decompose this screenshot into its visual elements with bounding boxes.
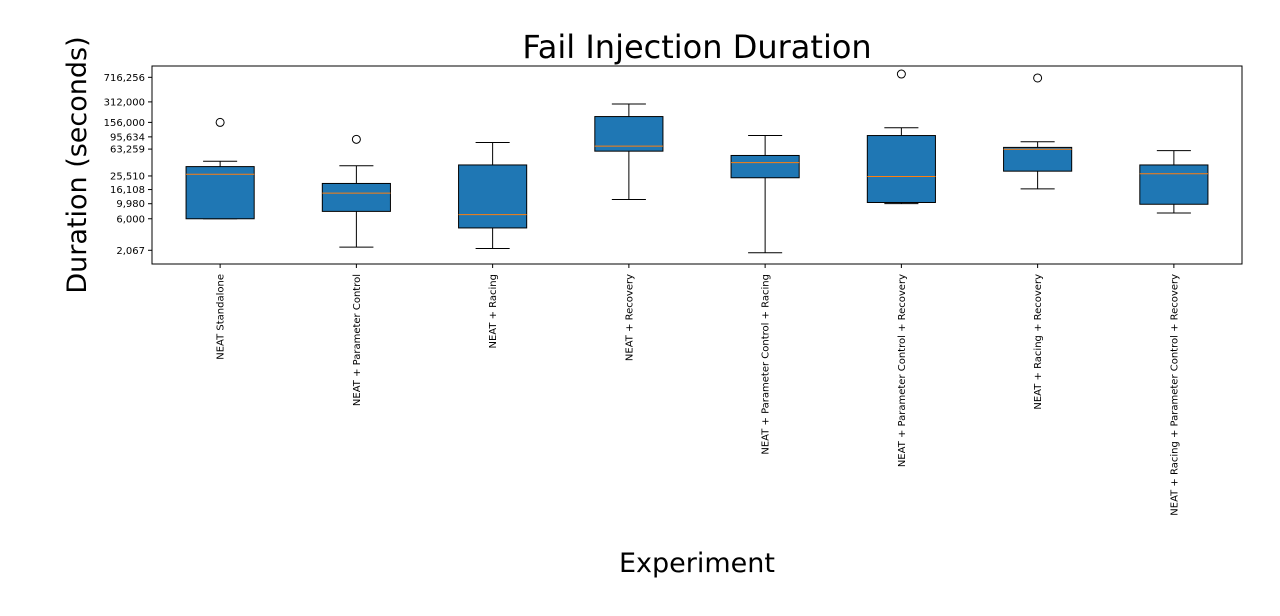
outlier-point xyxy=(896,69,906,79)
x-axis: NEAT Standalone NEAT + Parameter Control N… xyxy=(216,264,1180,516)
y-tick-label: 63,259 xyxy=(110,145,145,156)
box-4 xyxy=(594,103,664,201)
y-tick-label: 9,980 xyxy=(116,199,145,210)
box-body xyxy=(321,182,391,212)
y-tick-label: 2,067 xyxy=(116,246,145,257)
box-6 xyxy=(866,69,936,205)
y-tick-label: 312,000 xyxy=(104,97,145,108)
chart-title: Fail Injection Duration xyxy=(522,28,871,66)
box-body xyxy=(594,116,664,152)
box-body xyxy=(1139,164,1209,205)
box-7 xyxy=(1003,73,1073,190)
x-tick-label: NEAT + Racing xyxy=(488,274,499,349)
box-5 xyxy=(730,135,800,254)
box-body xyxy=(866,135,936,203)
outlier-point xyxy=(215,117,225,127)
outlier-point xyxy=(1033,73,1043,83)
y-tick-label: 25,510 xyxy=(110,171,145,182)
y-tick-label: 716,256 xyxy=(104,73,145,84)
x-tick-label: NEAT + Racing + Recovery xyxy=(1033,274,1044,410)
x-tick-label: NEAT + Parameter Control xyxy=(352,274,363,406)
x-tick-label: NEAT Standalone xyxy=(216,274,227,360)
box-2 xyxy=(321,134,391,248)
outlier-point xyxy=(351,134,361,144)
plot-area xyxy=(185,69,1209,254)
box-body xyxy=(185,166,255,220)
x-tick-label: NEAT + Recovery xyxy=(624,274,635,361)
y-axis: 2,067 6,000 9,980 16,108 25,510 63,259 95,634 1… xyxy=(104,73,152,257)
x-tick-label: NEAT + Racing + Parameter Control + Reco… xyxy=(1169,274,1180,516)
box-1 xyxy=(185,117,255,220)
y-axis-label: Duration (seconds) xyxy=(62,36,93,293)
y-tick-label: 156,000 xyxy=(104,118,145,129)
box-body xyxy=(458,164,528,229)
x-axis-label: Experiment xyxy=(619,548,775,579)
y-tick-label: 6,000 xyxy=(116,214,145,225)
y-tick-label: 95,634 xyxy=(110,132,145,143)
box-body xyxy=(730,154,800,179)
box-3 xyxy=(458,142,528,249)
y-tick-label: 16,108 xyxy=(110,185,145,196)
x-tick-label: NEAT + Parameter Control + Recovery xyxy=(897,274,908,467)
box-8 xyxy=(1139,150,1209,214)
plot-frame xyxy=(151,65,1243,265)
box-body xyxy=(1003,146,1073,172)
x-tick-label: NEAT + Parameter Control + Racing xyxy=(761,274,772,455)
